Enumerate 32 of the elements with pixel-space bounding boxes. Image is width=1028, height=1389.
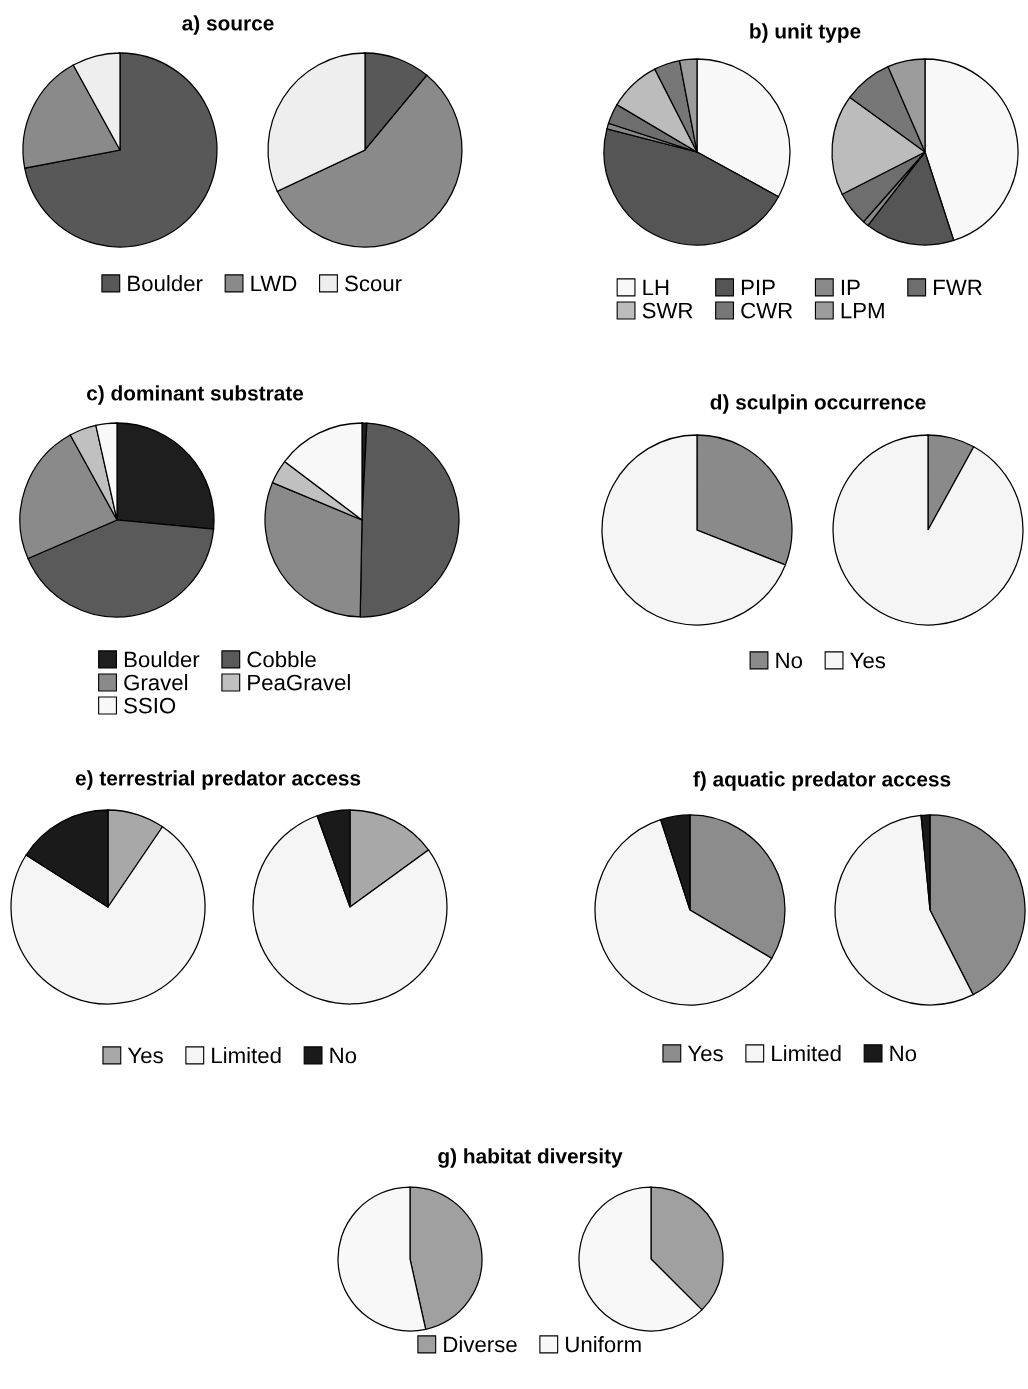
legend-label: Scour <box>345 275 402 292</box>
legend-label: PIP <box>741 279 775 296</box>
legend-label: No <box>890 1045 917 1062</box>
legend-label: No <box>330 1047 357 1064</box>
chart-title: b) unit type <box>750 23 861 43</box>
chart-title: c) dominant substrate <box>87 385 304 405</box>
legend-label: SWR <box>642 302 693 319</box>
legend-label: Gravel <box>124 674 188 691</box>
chart-title: g) habitat diversity <box>438 1148 623 1168</box>
legend-label: LWD <box>251 275 297 292</box>
legend-label: Limited <box>212 1047 281 1064</box>
legend-label: Limited <box>772 1045 841 1062</box>
legend-label: Yes <box>127 1047 163 1064</box>
legend-label: Yes <box>687 1045 723 1062</box>
legend-label: IP <box>841 279 860 296</box>
chart-title: f) aquatic predator access <box>693 771 951 791</box>
legend-label: Yes <box>850 652 886 669</box>
chart-title: e) terrestrial predator access <box>75 770 361 790</box>
chart-title: a) source <box>182 15 274 35</box>
legend-label: FWR <box>934 279 982 296</box>
legend-label: Boulder <box>128 275 203 292</box>
legend-label: LPM <box>841 302 884 319</box>
chart-title: d) sculpin occurrence <box>710 394 926 414</box>
legend-label: LH <box>643 279 669 296</box>
legend-label: Diverse <box>444 1336 517 1353</box>
legend-label: SSIO <box>124 697 176 714</box>
legend-label: PeaGravel <box>248 674 350 691</box>
legend-label: Cobble <box>247 651 316 668</box>
legend-label: CWR <box>741 302 793 319</box>
legend-label: No <box>776 652 803 669</box>
legend-label: Boulder <box>124 651 200 668</box>
legend-label: Uniform <box>566 1336 641 1353</box>
